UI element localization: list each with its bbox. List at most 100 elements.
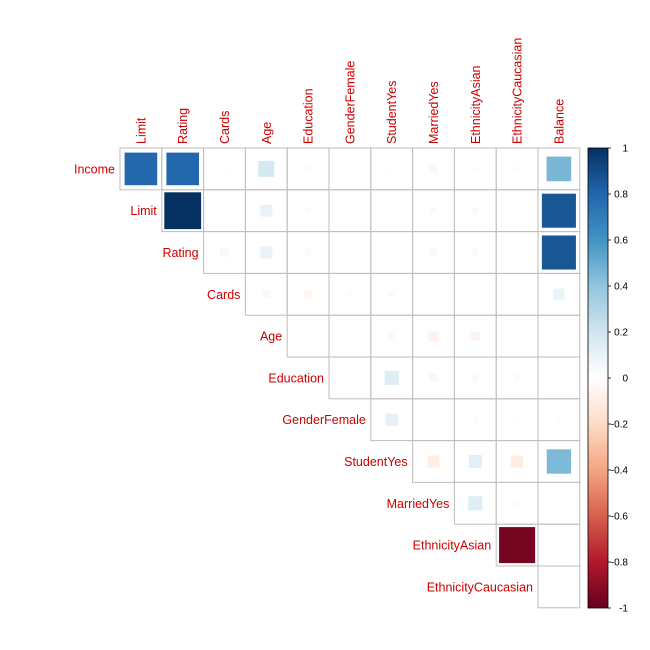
grid-cell xyxy=(286,314,330,358)
correlation-square xyxy=(540,192,577,229)
column-label: Balance xyxy=(552,99,566,144)
row-label: StudentYes xyxy=(344,455,407,469)
correlation-square xyxy=(545,155,573,183)
correlation-square xyxy=(472,417,478,423)
grid-cell xyxy=(495,231,539,274)
correlation-square xyxy=(260,204,273,217)
correlation-square xyxy=(557,376,561,380)
correlation-square xyxy=(514,166,520,172)
grid-cell xyxy=(537,565,581,609)
row-label: Rating xyxy=(162,246,198,260)
correlation-square xyxy=(165,151,200,187)
colorbar-tick-label: 0 xyxy=(622,374,628,385)
correlation-square xyxy=(348,167,352,171)
column-label: EthnicityCaucasian xyxy=(511,38,525,144)
correlation-square xyxy=(123,151,159,187)
grid-cell xyxy=(453,272,497,316)
grid-cell xyxy=(495,272,539,316)
row-label: EthnicityCaucasian xyxy=(427,580,533,594)
row-label: EthnicityAsian xyxy=(413,539,492,553)
grid-cell xyxy=(328,356,372,400)
colorbar-tick-label: -1 xyxy=(619,604,628,615)
column-label: Rating xyxy=(176,108,190,144)
row-label: GenderFemale xyxy=(282,413,365,427)
column-label: StudentYes xyxy=(385,81,399,144)
column-label: GenderFemale xyxy=(343,61,357,144)
correlation-square xyxy=(303,290,313,299)
grid-cell xyxy=(495,189,539,233)
correlation-square xyxy=(472,374,479,382)
correlation-square xyxy=(385,413,398,426)
colorbar-tick-label: -0.8 xyxy=(611,558,629,569)
grid-cell xyxy=(328,314,372,358)
correlation-square xyxy=(470,331,480,341)
colorbar-tick-label: 0.6 xyxy=(614,236,628,247)
colorbar-tick-label: -0.4 xyxy=(611,466,629,477)
correlation-square xyxy=(388,291,395,298)
correlation-square xyxy=(553,288,565,300)
grid-cell xyxy=(537,523,581,567)
colorbar-tick-label: 1 xyxy=(622,144,628,155)
correlation-square xyxy=(431,292,436,297)
row-label: Income xyxy=(74,162,115,176)
correlation-cells xyxy=(123,151,577,565)
correlation-square xyxy=(163,191,203,231)
column-label: Age xyxy=(260,122,274,144)
row-label: Age xyxy=(260,330,282,344)
correlation-square xyxy=(472,207,479,214)
grid-cell xyxy=(537,481,581,525)
colorbar-tick-label: -0.6 xyxy=(611,512,629,523)
correlation-square xyxy=(348,208,352,213)
correlation-square xyxy=(389,208,394,213)
correlation-square xyxy=(514,500,520,506)
correlation-square xyxy=(498,526,537,565)
correlation-square xyxy=(348,250,352,255)
colorbar: 1 0.8 0.6 0.4 0.2 0 -0.2 -0.4 -0.6 -0.8 -1 xyxy=(587,144,629,615)
correlation-square xyxy=(258,160,275,177)
column-labels: Limit Rating Cards Age Education GenderFemale… xyxy=(134,38,566,144)
correlation-square xyxy=(262,290,271,299)
grid-cell xyxy=(370,231,414,274)
correlation-square xyxy=(472,166,478,172)
correlation-square xyxy=(347,291,353,297)
correlation-square xyxy=(384,370,399,385)
correlation-square xyxy=(513,374,521,382)
correlation-square xyxy=(545,448,573,475)
correlation-square xyxy=(260,246,273,259)
correlation-square xyxy=(429,165,438,173)
correlation-square xyxy=(556,417,562,423)
correlation-square xyxy=(428,331,439,342)
correlation-square xyxy=(222,208,227,213)
correlation-square xyxy=(389,166,395,172)
correlation-square xyxy=(431,417,436,422)
correlation-square xyxy=(511,455,524,468)
correlation-square xyxy=(471,248,480,257)
column-label: Cards xyxy=(218,111,232,144)
column-label: Education xyxy=(302,88,316,144)
row-label: Limit xyxy=(130,204,157,218)
correlation-square xyxy=(304,249,312,256)
row-labels: Income Limit Rating Cards Age Education Gender… xyxy=(74,162,533,594)
correlation-square xyxy=(388,332,395,340)
correlation-square xyxy=(305,208,311,214)
correlation-square xyxy=(468,496,483,511)
column-label: EthnicityAsian xyxy=(469,65,483,144)
grid-cell xyxy=(537,314,581,358)
correlation-square xyxy=(221,166,228,172)
correlation-square xyxy=(468,454,482,469)
column-label: MarriedYes xyxy=(427,81,441,144)
matrix-grid xyxy=(119,147,581,609)
colorbar-tick-label: 0.8 xyxy=(614,190,628,201)
column-label: Limit xyxy=(134,117,148,144)
correlation-square xyxy=(515,417,519,422)
colorbar-tick-label: 0.2 xyxy=(614,328,628,339)
row-label: Education xyxy=(268,371,324,385)
correlation-square xyxy=(304,165,312,173)
correlation-square xyxy=(429,248,438,257)
row-label: MarriedYes xyxy=(387,497,450,511)
correlation-square xyxy=(220,248,229,257)
correlation-square xyxy=(430,207,437,214)
colorbar-tick-label: 0.4 xyxy=(614,282,628,293)
row-label: Cards xyxy=(207,288,240,302)
